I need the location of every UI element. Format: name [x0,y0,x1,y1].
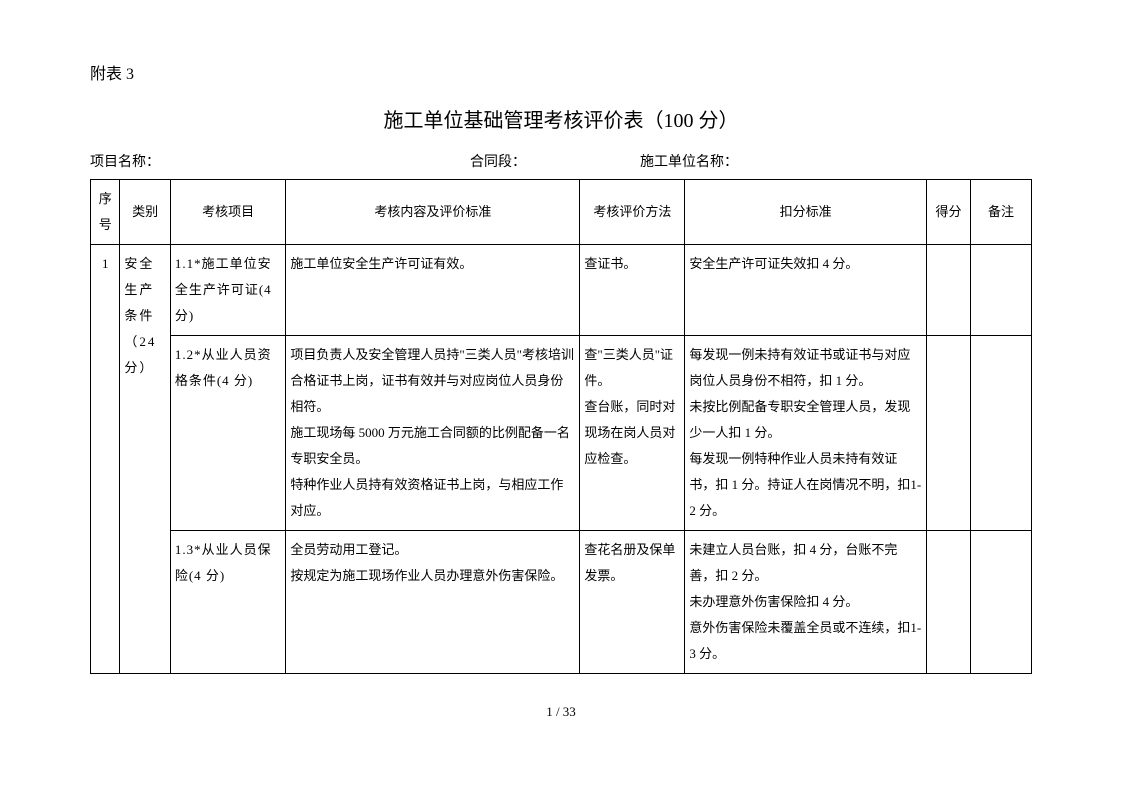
cell-remark [971,336,1032,531]
contract-section-label: 合同段： [470,151,640,171]
col-header-category: 类别 [120,180,170,245]
table-header-row: 序号 类别 考核项目 考核内容及评价标准 考核评价方法 扣分标准 得分 备注 [91,180,1032,245]
col-header-deduction: 扣分标准 [685,180,927,245]
table-row: 1.2*从业人员资格条件(4 分) 项目负责人及安全管理人员持"三类人员"考核培… [91,336,1032,531]
cell-method: 查"三类人员"证件。查台账，同时对现场在岗人员对应检查。 [580,336,685,531]
col-header-remark: 备注 [971,180,1032,245]
col-header-item: 考核项目 [170,180,286,245]
cell-remark [971,245,1032,336]
cell-score [926,336,970,531]
cell-content: 施工单位安全生产许可证有效。 [286,245,580,336]
table-row: 1 安全生产条件（24分） 1.1*施工单位安全生产许可证(4 分) 施工单位安… [91,245,1032,336]
info-row: 项目名称： 合同段： 施工单位名称： [90,151,1032,171]
cell-method: 查证书。 [580,245,685,336]
col-header-seq: 序号 [91,180,120,245]
evaluation-table: 序号 类别 考核项目 考核内容及评价标准 考核评价方法 扣分标准 得分 备注 1… [90,179,1032,674]
cell-deduction: 未建立人员台账，扣 4 分，台账不完善，扣 2 分。未办理意外伤害保险扣 4 分… [685,531,927,674]
project-name-label: 项目名称： [90,151,470,171]
page-number: 1 / 33 [90,704,1032,720]
cell-item: 1.3*从业人员保险(4 分) [170,531,286,674]
cell-method: 查花名册及保单发票。 [580,531,685,674]
unit-name-label: 施工单位名称： [640,151,1032,171]
col-header-score: 得分 [926,180,970,245]
cell-remark [971,531,1032,674]
cell-seq: 1 [91,245,120,674]
cell-item: 1.1*施工单位安全生产许可证(4 分) [170,245,286,336]
cell-deduction: 安全生产许可证失效扣 4 分。 [685,245,927,336]
cell-score [926,531,970,674]
cell-deduction: 每发现一例未持有效证书或证书与对应岗位人员身份不相符，扣 1 分。未按比例配备专… [685,336,927,531]
cell-category: 安全生产条件（24分） [120,245,170,674]
appendix-label: 附表 3 [90,60,1032,84]
col-header-content: 考核内容及评价标准 [286,180,580,245]
cell-content: 全员劳动用工登记。按规定为施工现场作业人员办理意外伤害保险。 [286,531,580,674]
col-header-method: 考核评价方法 [580,180,685,245]
document-title: 施工单位基础管理考核评价表（100 分） [90,104,1032,133]
table-row: 1.3*从业人员保险(4 分) 全员劳动用工登记。按规定为施工现场作业人员办理意… [91,531,1032,674]
cell-content: 项目负责人及安全管理人员持"三类人员"考核培训合格证书上岗，证书有效并与对应岗位… [286,336,580,531]
cell-score [926,245,970,336]
cell-item: 1.2*从业人员资格条件(4 分) [170,336,286,531]
